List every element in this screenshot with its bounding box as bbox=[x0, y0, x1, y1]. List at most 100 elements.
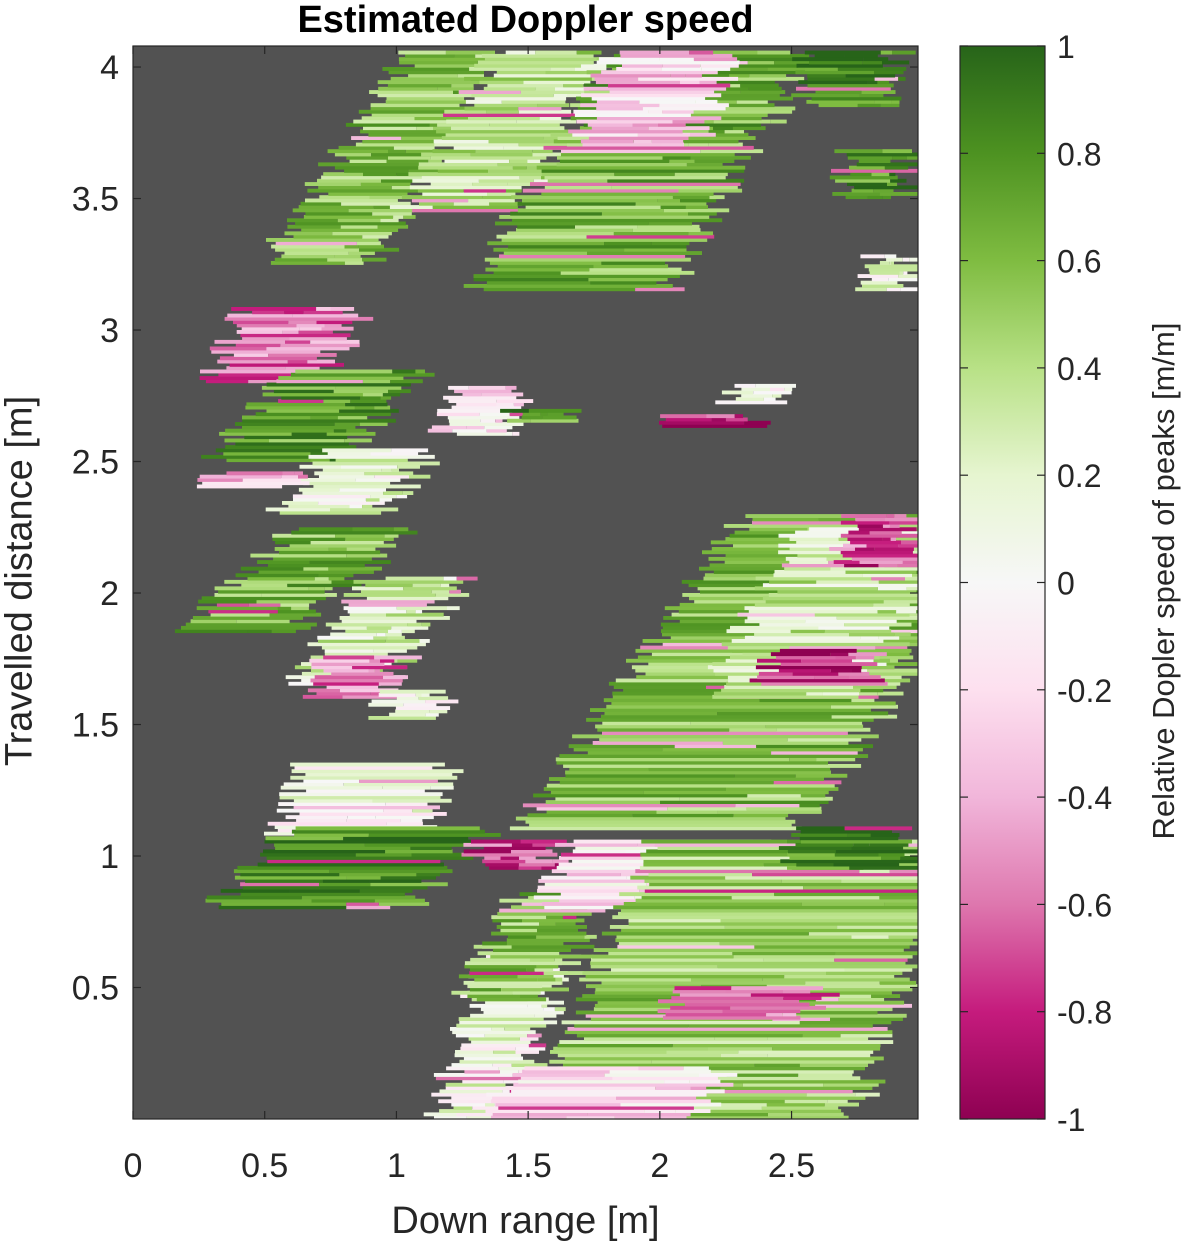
heatmap-cell bbox=[705, 50, 758, 55]
heatmap-cell bbox=[859, 560, 903, 564]
heatmap-cell bbox=[322, 468, 382, 472]
heatmap-cell bbox=[206, 895, 302, 900]
heatmap-cell bbox=[591, 96, 706, 101]
heatmap-cell bbox=[235, 441, 349, 446]
heatmap-cell bbox=[414, 63, 501, 68]
heatmap-cell bbox=[312, 461, 440, 466]
heatmap-cell bbox=[590, 961, 906, 966]
heatmap-cell bbox=[461, 1043, 529, 1048]
heatmap-cell bbox=[468, 1099, 512, 1104]
heatmap-cell bbox=[796, 86, 891, 91]
heatmap-cell bbox=[632, 228, 701, 232]
heatmap-cell bbox=[678, 188, 743, 193]
heatmap-cell bbox=[601, 931, 809, 936]
heatmap-cell bbox=[689, 50, 714, 55]
cluster-6 bbox=[855, 254, 918, 292]
heatmap-cell bbox=[535, 50, 577, 55]
heatmap-cell bbox=[906, 586, 918, 591]
heatmap-cell bbox=[292, 313, 359, 318]
heatmap-cell bbox=[360, 395, 381, 400]
heatmap-cell bbox=[595, 80, 680, 85]
heatmap-cell bbox=[844, 967, 913, 972]
heatmap-cell bbox=[755, 665, 862, 670]
heatmap-cell bbox=[814, 675, 849, 680]
heatmap-cell bbox=[620, 53, 733, 58]
heatmap-cell bbox=[331, 671, 394, 676]
heatmap-cell bbox=[537, 103, 570, 108]
heatmap-cell bbox=[712, 662, 808, 666]
heatmap-cell bbox=[489, 122, 560, 127]
colorbar-label: Relative Dopler speed of peaks [m/m] bbox=[1146, 322, 1181, 840]
heatmap-cell bbox=[559, 754, 869, 758]
heatmap-cell bbox=[539, 116, 562, 121]
heatmap-cell bbox=[518, 109, 572, 114]
heatmap-cell bbox=[816, 579, 879, 584]
heatmap-cell bbox=[456, 576, 478, 581]
heatmap-cell bbox=[660, 205, 686, 209]
heatmap-cell bbox=[863, 57, 889, 62]
heatmap-cell bbox=[292, 494, 371, 499]
heatmap-cell bbox=[362, 234, 389, 239]
heatmap-cell bbox=[201, 454, 312, 459]
heatmap-cell bbox=[847, 537, 883, 541]
heatmap-cell bbox=[279, 792, 443, 797]
heatmap-cell bbox=[502, 1089, 510, 1094]
heatmap-cell bbox=[835, 655, 856, 660]
heatmap-cell bbox=[781, 563, 856, 568]
heatmap-cell bbox=[241, 583, 288, 588]
heatmap-cell bbox=[734, 773, 796, 778]
heatmap-cell bbox=[469, 987, 501, 992]
heatmap-cell bbox=[362, 504, 373, 509]
heatmap-cell bbox=[370, 103, 460, 108]
heatmap-cell bbox=[352, 527, 394, 532]
heatmap-cell bbox=[784, 566, 831, 571]
heatmap-cell bbox=[695, 99, 718, 104]
heatmap-cell bbox=[303, 215, 394, 219]
heatmap-cell bbox=[871, 994, 901, 998]
heatmap-cell bbox=[892, 846, 918, 850]
heatmap-cell bbox=[316, 307, 331, 311]
heatmap-cell bbox=[497, 264, 594, 269]
heatmap-cell bbox=[512, 218, 723, 223]
cluster-32 bbox=[485, 1066, 738, 1120]
heatmap-cell bbox=[635, 869, 860, 874]
heatmap-cell bbox=[364, 842, 472, 847]
heatmap-cell bbox=[734, 383, 756, 388]
heatmap-cell bbox=[815, 1003, 912, 1008]
heatmap-cell bbox=[841, 514, 887, 518]
heatmap-cell bbox=[736, 99, 768, 104]
heatmap-cell bbox=[829, 175, 898, 180]
heatmap-cell bbox=[664, 1079, 690, 1084]
cluster-13 bbox=[715, 383, 796, 405]
heatmap-cell bbox=[469, 1003, 528, 1008]
heatmap-cell bbox=[546, 810, 657, 814]
heatmap-cell bbox=[240, 892, 405, 897]
heatmap-cell bbox=[718, 70, 805, 75]
heatmap-cell bbox=[334, 254, 361, 259]
heatmap-cell bbox=[355, 478, 401, 482]
heatmap-cell bbox=[412, 583, 441, 588]
heatmap-cell bbox=[214, 339, 286, 344]
heatmap-cell bbox=[385, 632, 402, 637]
heatmap-cell bbox=[463, 842, 512, 847]
heatmap-cell bbox=[292, 208, 349, 213]
heatmap-cell bbox=[860, 254, 885, 259]
heatmap-cell bbox=[388, 155, 431, 160]
heatmap-cell bbox=[593, 264, 669, 269]
heatmap-cell bbox=[517, 224, 575, 229]
heatmap-cell bbox=[559, 159, 670, 163]
heatmap-cell bbox=[740, 90, 786, 94]
heatmap-cell bbox=[879, 261, 890, 265]
heatmap-cell bbox=[205, 898, 312, 903]
heatmap-cell bbox=[509, 159, 528, 163]
heatmap-cell bbox=[415, 369, 425, 374]
heatmap-cell bbox=[730, 625, 819, 630]
heatmap-cell bbox=[496, 402, 514, 407]
heatmap-cell bbox=[648, 126, 710, 131]
heatmap-cell bbox=[614, 172, 675, 177]
heatmap-cell bbox=[280, 785, 383, 790]
heatmap-cell bbox=[672, 119, 705, 124]
heatmap-cell bbox=[308, 454, 435, 459]
heatmap-cell bbox=[295, 369, 393, 374]
heatmap-cell bbox=[489, 261, 602, 265]
